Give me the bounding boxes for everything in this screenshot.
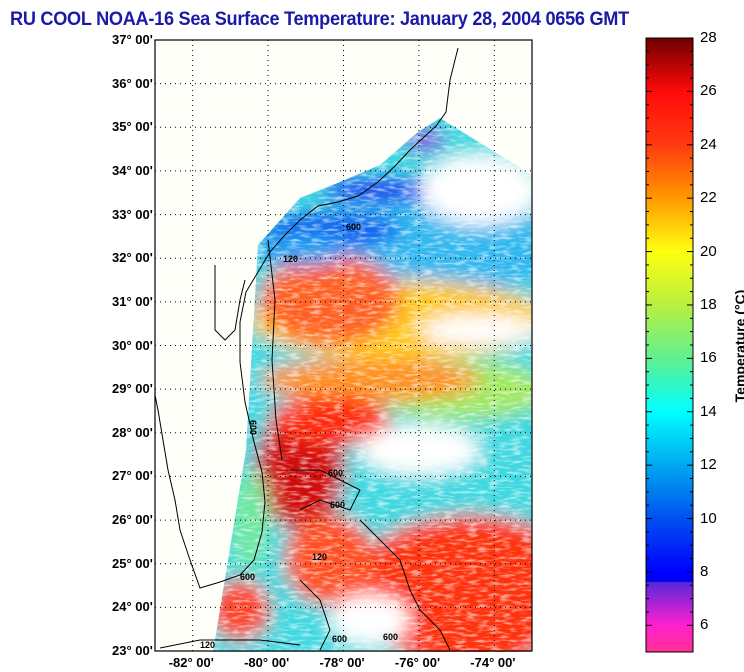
latitude-label: 24° 00' [112,599,153,615]
coastline [154,47,459,651]
latitude-label: 26° 00' [112,512,153,528]
latitude-label: 28° 00' [112,424,153,440]
contour-label: 600 [328,468,343,478]
contour-label: 120 [200,640,215,650]
bathymetry-contour-labels: 120 600 600 600 120 600 600 600 120 600 [200,222,398,650]
contour-label: 600 [383,632,398,642]
colorbar-tick-label: 28 [700,29,717,46]
colorbar-ticks [646,50,693,626]
latitude-label: 32° 00' [112,250,153,266]
latitude-label: 34° 00' [112,162,153,178]
latitude-label: 30° 00' [112,337,153,353]
colorbar-tick-label: 8 [700,562,709,580]
longitude-label: -76° 00' [394,655,441,670]
figure-title: RU COOL NOAA-16 Sea Surface Temperature:… [10,8,629,30]
colorbar-tick-label: 6 [700,616,709,634]
latitude-label: 35° 00' [112,119,153,135]
colorbar-tick-label: 14 [700,402,717,420]
latitude-label: 27° 00' [112,468,153,484]
colorbar-tick-label: 22 [700,189,717,207]
colorbar-tick-label: 20 [700,242,717,260]
map-frame [154,39,533,652]
longitude-label: -80° 00' [244,655,290,670]
colorbar [645,37,694,653]
contour-label: 120 [312,552,327,562]
contour-label: 120 [283,254,298,264]
latitude-label: 37° 00' [112,32,153,47]
longitude-label: -78° 00' [319,655,365,670]
contour-label: 600 [346,222,361,232]
longitude-label: -82° 00' [168,655,214,670]
longitude-label: -74° 00' [470,655,516,670]
colorbar-tick-label: 16 [700,349,717,367]
latitude-label: 29° 00' [112,381,153,397]
latitude-label: 25° 00' [112,555,153,571]
latitude-label: 23° 00' [112,643,153,658]
contour-label: 600 [332,634,347,644]
sst-data-layer [213,118,532,652]
colorbar-tick-label: 10 [700,509,717,527]
colorbar-tick-label: 18 [700,295,717,313]
contour-label: 600 [240,572,255,582]
colorbar-tick-label: 26 [700,82,717,100]
graticule [155,40,532,651]
contour-label: 600 [330,500,345,510]
latitude-label: 31° 00' [112,293,153,309]
contour-label: 600 [248,420,258,435]
colorbar-tick-label: 24 [700,135,717,153]
colorbar-title: Temperature (°C) [732,289,744,403]
colorbar-tick-label: 12 [700,456,717,474]
latitude-label: 36° 00' [112,75,153,91]
latitude-label: 33° 00' [112,206,153,222]
